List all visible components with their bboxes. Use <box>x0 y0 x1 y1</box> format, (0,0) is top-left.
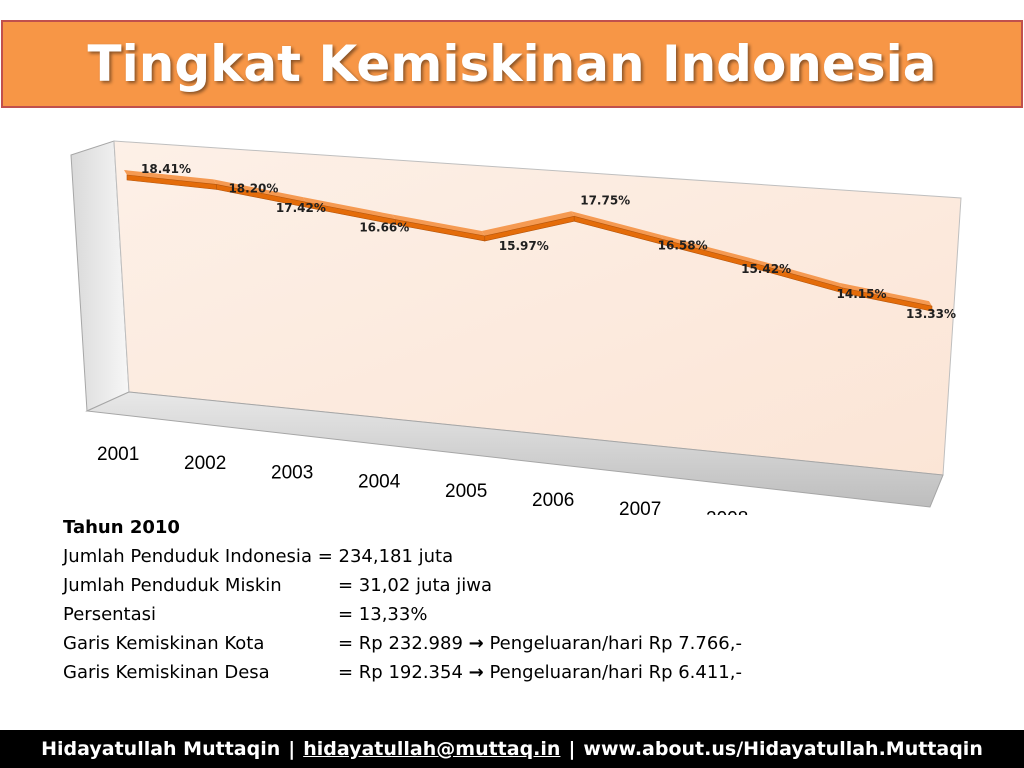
ribbon-segment-top <box>302 197 396 220</box>
data-label: 17.42% <box>276 201 326 215</box>
info-heading: Tahun 2010 <box>63 517 180 538</box>
info-row-penduduk: Jumlah Penduduk Indonesia = 234,181 juta <box>63 542 823 571</box>
footer-author: Hidayatullah Muttaqin <box>41 738 281 760</box>
footer-email-link[interactable]: hidayatullah@muttaq.in <box>303 738 561 760</box>
x-tick-label: 2006 <box>532 490 574 511</box>
info-value: = Rp 192.354 → Pengeluaran/hari Rp 6.411… <box>338 658 742 687</box>
data-label: 15.97% <box>499 239 549 253</box>
x-tick-label: 2002 <box>184 453 226 474</box>
ribbon-segment-top <box>571 211 664 240</box>
data-label: 15.42% <box>741 262 791 276</box>
info-amount: = Rp 232.989 <box>338 633 463 654</box>
x-tick-label: 2005 <box>445 481 487 502</box>
info-row-desa: Garis Kemiskinan Desa = Rp 192.354 → Pen… <box>63 658 823 687</box>
chart-floor <box>85 391 944 508</box>
footer-divider: | <box>568 738 576 760</box>
data-label: 13.33% <box>906 307 956 321</box>
slide-title: Tingkat Kemiskinan Indonesia <box>87 35 937 93</box>
info-panel: Tahun 2010 Jumlah Penduduk Indonesia = 2… <box>63 513 823 687</box>
info-note: Pengeluaran/hari Rp 7.766,- <box>489 633 742 654</box>
info-amount: = Rp 192.354 <box>338 662 463 683</box>
poverty-line-chart: 18.41% 18.20% 17.42% 16.66% 15.97% 17.75% 16.5… <box>70 140 962 515</box>
ribbon-segment-top <box>392 214 485 236</box>
ribbon-segment-top <box>750 257 843 288</box>
ribbon-segment-top <box>124 170 217 185</box>
ribbon-segment <box>842 287 933 312</box>
arrow-right-icon: → <box>468 633 484 654</box>
x-tick-label: 2008 <box>706 508 748 515</box>
info-row-miskin: Jumlah Penduduk Miskin = 31,02 juta jiwa <box>63 571 823 600</box>
x-tick-label: 2004 <box>358 472 401 493</box>
ribbon-segment-top <box>839 282 932 307</box>
ribbon-segment-top <box>213 179 306 203</box>
data-series-ribbon <box>124 170 933 312</box>
info-label: Jumlah Penduduk Miskin <box>63 575 282 596</box>
info-label: Garis Kemiskinan Kota <box>63 633 265 654</box>
info-row-persentasi: Persentasi = 13,33% <box>63 600 823 629</box>
info-row-kota: Garis Kemiskinan Kota = Rp 232.989 → Pen… <box>63 629 823 658</box>
data-label: 18.20% <box>228 181 278 195</box>
title-banner: Tingkat Kemiskinan Indonesia <box>1 20 1023 108</box>
data-labels: 18.41% 18.20% 17.42% 16.66% 15.97% 17.75% 16.5… <box>141 162 956 321</box>
info-label: Persentasi <box>63 604 157 625</box>
info-note: Pengeluaran/hari Rp 6.411,- <box>489 662 742 683</box>
data-label: 14.15% <box>837 287 887 301</box>
info-label: Garis Kemiskinan Desa <box>63 662 270 683</box>
data-label: 17.75% <box>580 193 630 207</box>
data-label: 18.41% <box>141 162 191 176</box>
data-label: 16.58% <box>658 239 708 253</box>
footer-divider: | <box>288 738 296 760</box>
ribbon-segment-top <box>481 211 575 236</box>
footer-website: www.about.us/Hidayatullah.Muttaqin <box>583 738 983 760</box>
x-axis-labels: 2001200220032004200520062007200820092010 <box>97 444 748 515</box>
info-value: = 13,33% <box>338 604 428 625</box>
info-label: Jumlah Penduduk Indonesia = 234,181 juta <box>63 546 454 567</box>
info-value: = 31,02 juta jiwa <box>338 575 493 596</box>
info-value: = Rp 232.989 → Pengeluaran/hari Rp 7.766… <box>338 629 742 658</box>
x-tick-label: 2007 <box>619 499 661 515</box>
x-tick-label: 2001 <box>97 444 139 465</box>
arrow-right-icon: → <box>468 662 484 683</box>
x-tick-label: 2003 <box>271 462 313 483</box>
ribbon-segment-top <box>660 234 754 263</box>
footer-bar: Hidayatullah Muttaqin | hidayatullah@mut… <box>0 730 1024 768</box>
data-label: 16.66% <box>359 221 409 235</box>
